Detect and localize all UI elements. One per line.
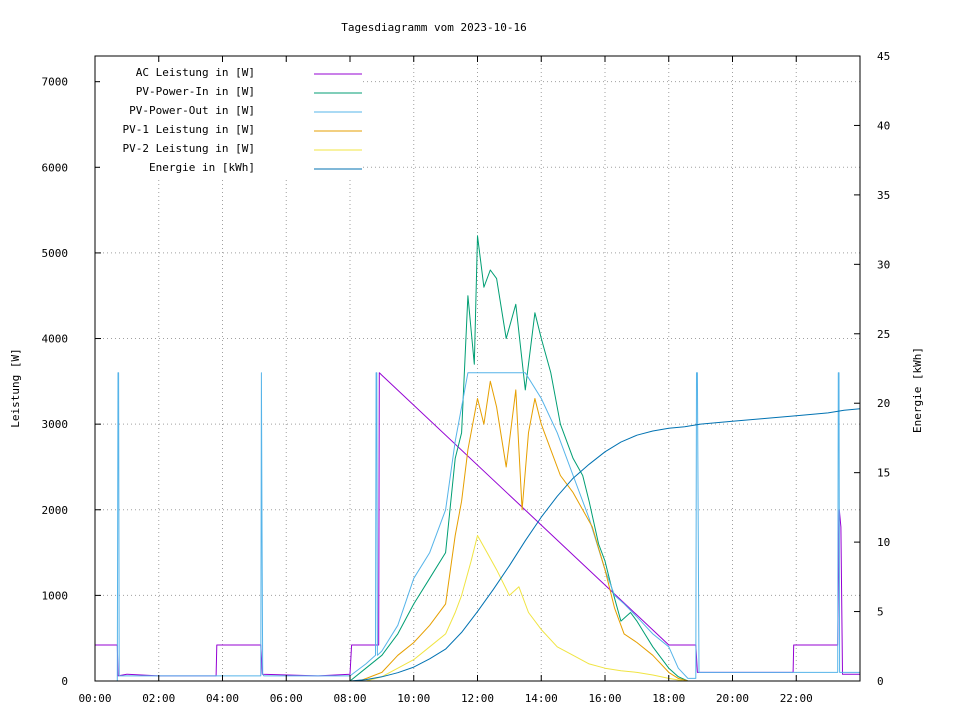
y-tick-label: 4000	[42, 333, 69, 346]
y-axis-label: Leistung [W]	[9, 348, 22, 427]
x-tick-label: 14:00	[525, 692, 558, 705]
y-tick-label: 0	[61, 675, 68, 688]
y-tick-label: 2000	[42, 504, 69, 517]
x-tick-label: 04:00	[206, 692, 239, 705]
x-tick-label: 12:00	[461, 692, 494, 705]
y2-tick-label: 20	[877, 397, 890, 410]
legend-label: PV-1 Leistung in [W]	[123, 123, 255, 136]
legend-box	[100, 62, 362, 180]
y2-tick-label: 25	[877, 328, 890, 341]
y-tick-label: 7000	[42, 76, 69, 89]
legend: AC Leistung in [W] PV-Power-In in [W] PV-P…	[100, 62, 362, 180]
tick-layer: 00:00 02:00 04:00 06:00 08:00 10:00 12:00 14:00…	[42, 50, 891, 705]
legend-label: PV-Power-Out in [W]	[129, 104, 255, 117]
chart-title: Tagesdiagramm vom 2023-10-16	[341, 21, 526, 34]
x-tick-label: 08:00	[333, 692, 366, 705]
x-tick-label: 18:00	[652, 692, 685, 705]
y-tick-label: 6000	[42, 161, 69, 174]
y2-tick-label: 40	[877, 119, 890, 132]
y2-tick-label: 45	[877, 50, 890, 63]
y2-axis-label: Energie [kWh]	[911, 347, 924, 433]
series-layer	[95, 235, 861, 682]
series-line-5	[95, 535, 860, 682]
series-line-2	[95, 235, 860, 682]
legend-label: PV-Power-In in [W]	[136, 85, 255, 98]
y2-tick-label: 10	[877, 536, 890, 549]
legend-label: AC Leistung in [W]	[136, 66, 255, 79]
series-line-3	[95, 372, 860, 682]
y-tick-label: 1000	[42, 589, 69, 602]
y2-tick-label: 30	[877, 258, 890, 271]
x-tick-label: 02:00	[142, 692, 175, 705]
legend-label: PV-2 Leistung in [W]	[123, 142, 255, 155]
series-line-6	[95, 408, 861, 682]
legend-label: Energie in [kWh]	[149, 161, 255, 174]
y2-tick-label: 0	[877, 675, 884, 688]
x-tick-label: 00:00	[78, 692, 111, 705]
x-tick-label: 16:00	[588, 692, 621, 705]
series-line-4	[95, 380, 860, 682]
x-tick-label: 20:00	[716, 692, 749, 705]
y2-tick-label: 5	[877, 606, 884, 619]
x-tick-label: 06:00	[270, 692, 303, 705]
y-tick-label: 3000	[42, 418, 69, 431]
y2-tick-label: 35	[877, 189, 890, 202]
x-tick-label: 10:00	[397, 692, 430, 705]
x-tick-label: 22:00	[780, 692, 813, 705]
y-tick-label: 5000	[42, 247, 69, 260]
y2-tick-label: 15	[877, 467, 890, 480]
